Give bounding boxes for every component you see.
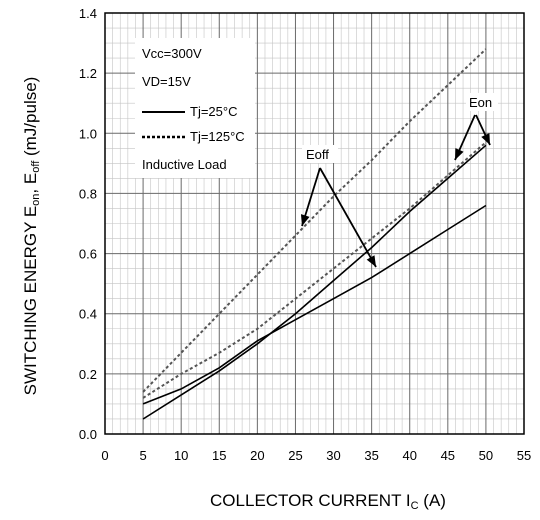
x-axis-label-sub: C (411, 500, 419, 512)
x-tick-label: 40 (402, 448, 416, 463)
x-tick-label: 0 (101, 448, 108, 463)
eon-arrow-25c-head (481, 133, 490, 145)
y-axis-label-sub-on: on (30, 194, 42, 206)
y-tick-label: 0.8 (79, 186, 97, 201)
x-tick-label: 50 (479, 448, 493, 463)
y-axis-label-unit: (mJ/pulse) (21, 77, 40, 161)
annotation-arrows (300, 114, 491, 268)
y-axis-label-main: SWITCHING ENERGY E (21, 206, 40, 396)
y-tick-label: 1.0 (79, 126, 97, 141)
y-tick-label: 0.2 (79, 367, 97, 382)
eoff-arrow-25c-shaft (319, 167, 377, 268)
x-axis-label-main: COLLECTOR CURRENT I (210, 491, 411, 510)
x-tick-label: 30 (326, 448, 340, 463)
y-tick-label: 1.4 (79, 6, 97, 21)
x-tick-label: 25 (288, 448, 302, 463)
y-tick-labels: 0.0 0.2 0.4 0.6 0.8 1.0 1.2 1.4 (79, 6, 97, 442)
x-tick-label: 15 (212, 448, 226, 463)
y-tick-label: 1.2 (79, 66, 97, 81)
condition-vcc: Vcc=300V (142, 46, 202, 61)
series-eon-25c-line (142, 144, 487, 420)
y-axis-label: SWITCHING ENERGY Eon, Eoff (mJ/pulse) (21, 77, 42, 396)
y-tick-label: 0.0 (79, 427, 97, 442)
annotations: Eon Eoff (300, 93, 498, 268)
inductive-load-note: Inductive Load (142, 157, 227, 172)
x-tick-label: 45 (441, 448, 455, 463)
eoff-arrow-125c-head (300, 214, 310, 226)
x-axis-label-unit: (A) (419, 491, 446, 510)
legend-label-25c: Tj=25°C (190, 104, 237, 119)
eon-label: Eon (469, 95, 492, 110)
x-tick-label: 10 (174, 448, 188, 463)
eon-label-background (466, 93, 498, 111)
eoff-label: Eoff (306, 147, 329, 162)
legend-background (135, 38, 255, 178)
x-tick-label: 55 (517, 448, 531, 463)
plot-frame (104, 12, 525, 435)
eon-arrow-125c-head (455, 148, 464, 160)
x-tick-label: 35 (364, 448, 378, 463)
x-tick-label: 20 (250, 448, 264, 463)
series-eon-125c-line (142, 141, 487, 399)
eoff-arrow-25c-head (366, 255, 376, 267)
eoff-label-background (302, 145, 338, 163)
x-tick-labels: 0 5 10 15 20 25 30 35 40 45 50 55 (101, 448, 531, 463)
y-axis-label-mid: , E (21, 173, 40, 194)
series-layer (142, 48, 487, 420)
legend: Vcc=300V VD=15V Tj=25°C Tj=125°C Inducti… (135, 38, 255, 178)
x-axis-label: COLLECTOR CURRENT IC (A) (210, 491, 446, 512)
y-tick-label: 0.4 (79, 307, 97, 322)
x-tick-label: 5 (139, 448, 146, 463)
y-tick-label: 0.6 (79, 247, 97, 262)
legend-label-125c: Tj=125°C (190, 129, 245, 144)
y-axis-label-sub-off: off (30, 160, 42, 173)
condition-vd: VD=15V (142, 74, 191, 89)
series-eoff-25c-line (142, 204, 487, 405)
